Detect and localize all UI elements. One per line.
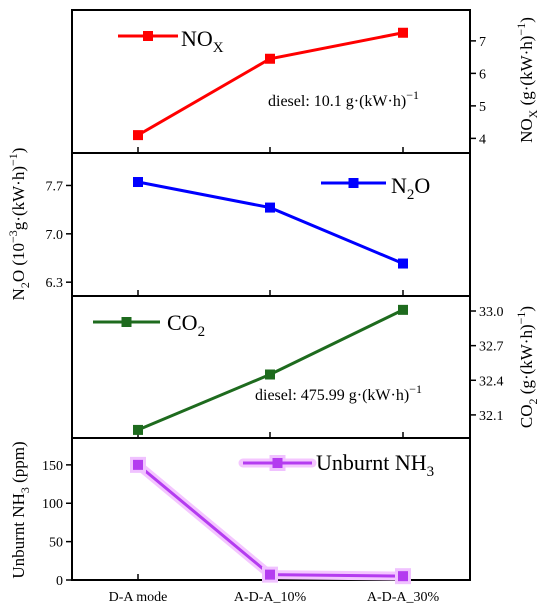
nox-ytick-label: 7 (479, 35, 486, 50)
nh3-ytick-label: 150 (42, 459, 63, 474)
n2o-ytick-label: 7.0 (46, 228, 64, 243)
nox-data-point (133, 130, 143, 141)
n2o-frame (71, 152, 471, 297)
nox-y-axis-label: NOX (g·(kW·h)−1) (514, 17, 540, 143)
nh3-ytick-label: 100 (42, 497, 63, 512)
n2o-legend-label: N2O (391, 173, 430, 203)
n2o-y-axis-label: N2O (10−3g·(kW·h)−1) (6, 148, 32, 301)
co2-ytick-label: 33.0 (479, 305, 504, 320)
nh3-data-point (133, 459, 143, 470)
nox-diesel-annotation: diesel: 10.1 g·(kW·h)−1 (268, 88, 419, 110)
co2-legend-sample-marker (121, 317, 132, 327)
nox-ytick-label: 5 (479, 100, 486, 115)
n2o-ytick-label: 7.7 (46, 179, 64, 194)
nh3-series-glow (133, 460, 408, 581)
nh3-legend-label: Unburnt NH3 (316, 450, 434, 480)
n2o-data-point (398, 258, 408, 269)
x-tick-label: A-D-A_10% (234, 590, 307, 605)
nox-series-line (137, 31, 404, 137)
panels-layer: 4 5 6 7 6.3 7.0 7.7 32.1 32.4 32.7 33.0 0 50 100 150 D-… (42, 9, 504, 605)
n2o-ytick-label: 6.3 (46, 276, 64, 291)
co2-data-point (133, 424, 143, 435)
x-tick-label: D-A mode (109, 590, 168, 605)
n2o-data-point (265, 202, 275, 213)
nh3-y-axis-label: Unburnt NH3 (ppm) (9, 441, 32, 578)
co2-diesel-annotation: diesel: 475.99 g·(kW·h)−1 (255, 382, 422, 404)
nh3-data-point (265, 569, 275, 580)
nh3-ytick-label: 0 (56, 574, 63, 589)
nox-ytick-label: 6 (479, 67, 486, 82)
nox-data-point (265, 53, 275, 64)
nox-data-point (398, 27, 408, 38)
co2-frame (71, 295, 471, 439)
co2-ytick-label: 32.1 (479, 409, 504, 424)
nox-frame (71, 9, 471, 154)
nh3-ytick-label: 50 (49, 536, 63, 551)
nox-legend-sample-marker (143, 31, 153, 41)
co2-ytick-label: 32.4 (479, 374, 504, 389)
n2o-legend-sample-marker (348, 178, 359, 188)
co2-data-point (398, 304, 408, 315)
co2-y-axis-label: CO2 (g·(kW·h)−1) (514, 306, 540, 428)
n2o-data-point (133, 177, 143, 188)
x-tick-label: A-D-A_30% (367, 590, 440, 605)
n2o-series-line (137, 180, 404, 265)
nh3-legend-sample-marker (272, 458, 283, 468)
nh3-series-line (137, 463, 404, 578)
nh3-data-point (398, 571, 408, 582)
co2-legend-label: CO2 (167, 310, 205, 340)
co2-data-point (265, 369, 275, 380)
nox-ytick-label: 4 (479, 132, 486, 147)
co2-ytick-label: 32.7 (479, 340, 504, 355)
nox-legend-label: NOX (181, 26, 224, 56)
